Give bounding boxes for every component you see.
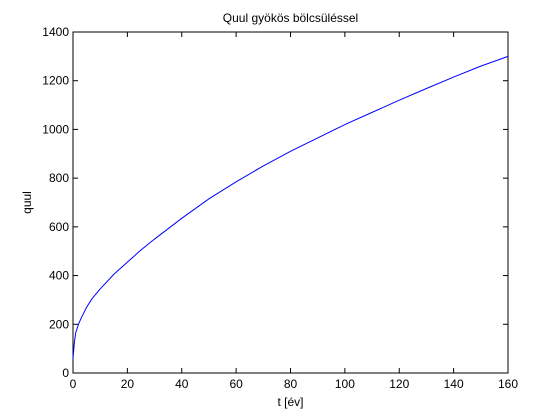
y-tick-label: 1400 bbox=[42, 25, 69, 39]
x-tick-label: 100 bbox=[335, 377, 355, 391]
plot-area bbox=[72, 31, 509, 374]
y-tick-label: 400 bbox=[49, 269, 69, 283]
x-tick-label: 140 bbox=[444, 377, 464, 391]
y-tick-label: 1200 bbox=[42, 74, 69, 88]
x-tick-label: 60 bbox=[229, 377, 243, 391]
x-tick-label: 20 bbox=[121, 377, 135, 391]
x-tick-label: 80 bbox=[284, 377, 298, 391]
x-axis-label: t [év] bbox=[277, 395, 303, 409]
chart-title: Quul gyökös bölcsüléssel bbox=[223, 11, 358, 25]
x-tick-label: 0 bbox=[70, 377, 77, 391]
y-tick-label: 1000 bbox=[42, 122, 69, 136]
series-line-0 bbox=[72, 55, 509, 359]
x-tick-label: 40 bbox=[175, 377, 189, 391]
series-layer bbox=[72, 55, 509, 359]
x-tick-label: 120 bbox=[389, 377, 409, 391]
y-axis-label: quul bbox=[20, 191, 34, 214]
y-tick-label: 0 bbox=[62, 366, 69, 380]
y-tick-label: 200 bbox=[49, 317, 69, 331]
y-tick-label: 600 bbox=[49, 220, 69, 234]
x-tick-label: 160 bbox=[498, 377, 518, 391]
x-axis-ticks: 0 20 40 60 80 100 120 140 160 bbox=[70, 32, 518, 391]
y-axis-ticks: 0 200 400 600 800 1000 1200 1400 bbox=[42, 25, 508, 380]
y-tick-label: 800 bbox=[49, 171, 69, 185]
